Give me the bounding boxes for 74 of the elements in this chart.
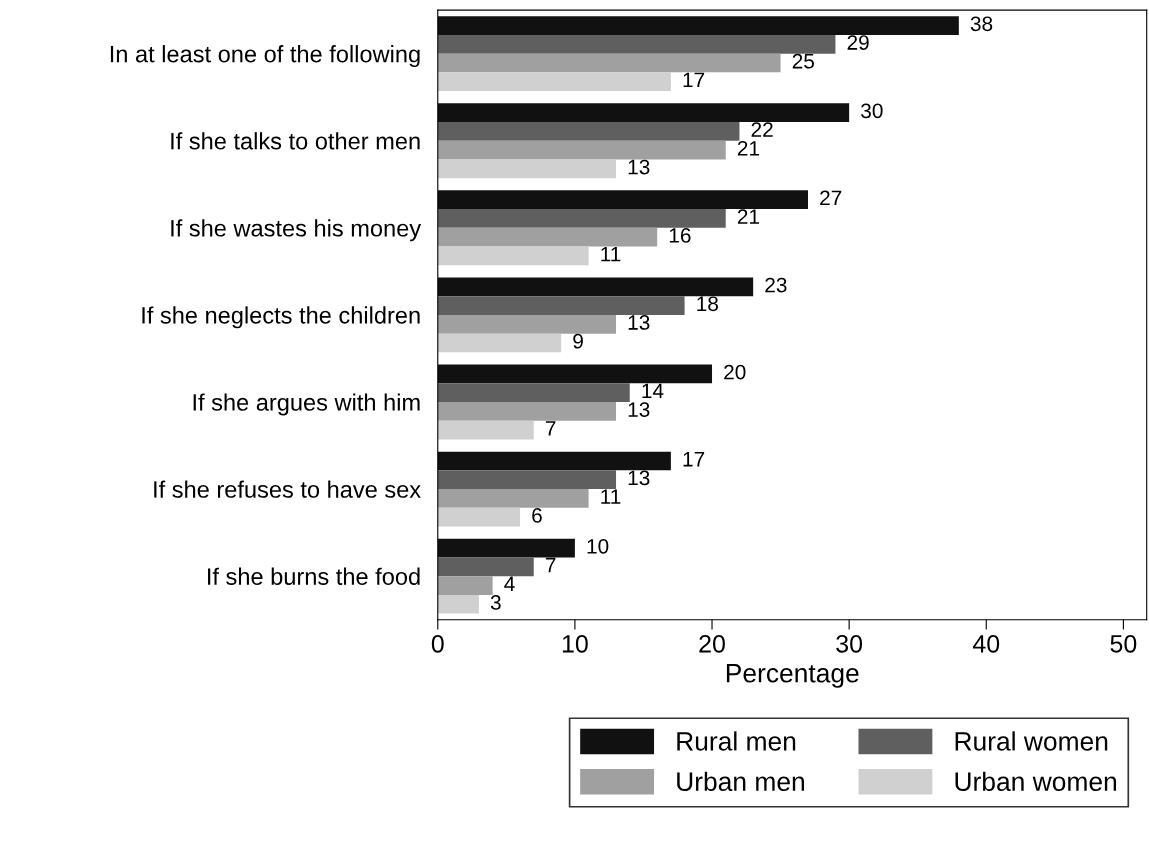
legend-label: Rural men bbox=[677, 731, 796, 751]
bar bbox=[437, 314, 617, 334]
legend-label: Urban men bbox=[677, 771, 804, 792]
x-tick-label: 30 bbox=[836, 634, 863, 653]
bar bbox=[437, 383, 630, 402]
data-label: 17 bbox=[683, 452, 705, 467]
bar bbox=[437, 557, 534, 577]
data-label: 20 bbox=[724, 364, 746, 380]
x-tick-label: 0 bbox=[431, 634, 444, 653]
bar bbox=[437, 507, 521, 527]
bar bbox=[437, 16, 959, 35]
data-label: 22 bbox=[751, 122, 773, 137]
data-label: 11 bbox=[601, 489, 621, 504]
data-label: 7 bbox=[545, 421, 556, 436]
legend-label: Urban women bbox=[955, 771, 1117, 792]
y-tick-label: If she burns the food bbox=[208, 567, 420, 585]
x-axis-title: Percentage bbox=[726, 664, 859, 688]
y-tick-label: If she refuses to have sex bbox=[154, 480, 421, 498]
y-tick-label: If she neglects the children bbox=[142, 306, 420, 329]
bar bbox=[437, 594, 479, 614]
data-label: 13 bbox=[628, 315, 650, 330]
x-tick-label: 40 bbox=[972, 634, 1000, 653]
bar bbox=[437, 122, 740, 141]
bar bbox=[437, 159, 617, 179]
data-label: 30 bbox=[861, 103, 883, 119]
bar bbox=[437, 296, 685, 315]
data-label: 13 bbox=[628, 402, 650, 417]
bar bbox=[437, 277, 754, 297]
data-label: 16 bbox=[669, 228, 691, 243]
bar bbox=[437, 420, 534, 440]
data-label: 3 bbox=[490, 595, 501, 610]
bar bbox=[437, 470, 617, 490]
data-label: 29 bbox=[847, 35, 869, 50]
bar bbox=[437, 53, 781, 73]
bar bbox=[437, 489, 589, 508]
data-label: 13 bbox=[628, 159, 650, 175]
bar bbox=[437, 34, 836, 54]
data-label: 21 bbox=[737, 209, 759, 224]
x-tick-label: 50 bbox=[1110, 634, 1137, 653]
data-label: 7 bbox=[545, 557, 556, 573]
data-label: 6 bbox=[532, 508, 542, 523]
bar bbox=[437, 72, 671, 92]
y-tick-label: In at least one of the following bbox=[110, 45, 420, 68]
x-tick-label: 10 bbox=[562, 634, 588, 653]
data-label: 23 bbox=[765, 277, 787, 293]
data-label: 4 bbox=[504, 576, 515, 591]
legend-label: Rural women bbox=[955, 731, 1108, 751]
data-label: 38 bbox=[970, 16, 993, 32]
bar bbox=[437, 190, 808, 210]
data-label: 17 bbox=[683, 72, 705, 88]
bar bbox=[437, 227, 658, 247]
data-label: 27 bbox=[820, 190, 842, 206]
bar bbox=[437, 140, 726, 160]
data-label: 18 bbox=[697, 296, 718, 312]
bar bbox=[437, 401, 617, 421]
data-label: 10 bbox=[587, 538, 609, 554]
y-tick-label: If she wastes his money bbox=[171, 219, 422, 242]
y-tick-label: If she argues with him bbox=[193, 393, 420, 416]
data-label: 21 bbox=[737, 140, 759, 156]
data-label: 25 bbox=[792, 53, 814, 69]
y-tick-label: If she talks to other men bbox=[171, 132, 420, 150]
data-label: 13 bbox=[628, 470, 650, 486]
x-tick-label: 20 bbox=[699, 634, 725, 653]
bar bbox=[437, 209, 726, 228]
bar bbox=[437, 103, 850, 123]
bar bbox=[437, 246, 589, 266]
bar bbox=[437, 538, 575, 558]
bar bbox=[437, 333, 562, 353]
bar bbox=[437, 451, 671, 471]
data-label: 9 bbox=[573, 333, 583, 349]
data-label: 11 bbox=[601, 246, 621, 262]
bar bbox=[437, 576, 493, 595]
data-label: 14 bbox=[642, 383, 664, 399]
bar bbox=[437, 364, 713, 384]
